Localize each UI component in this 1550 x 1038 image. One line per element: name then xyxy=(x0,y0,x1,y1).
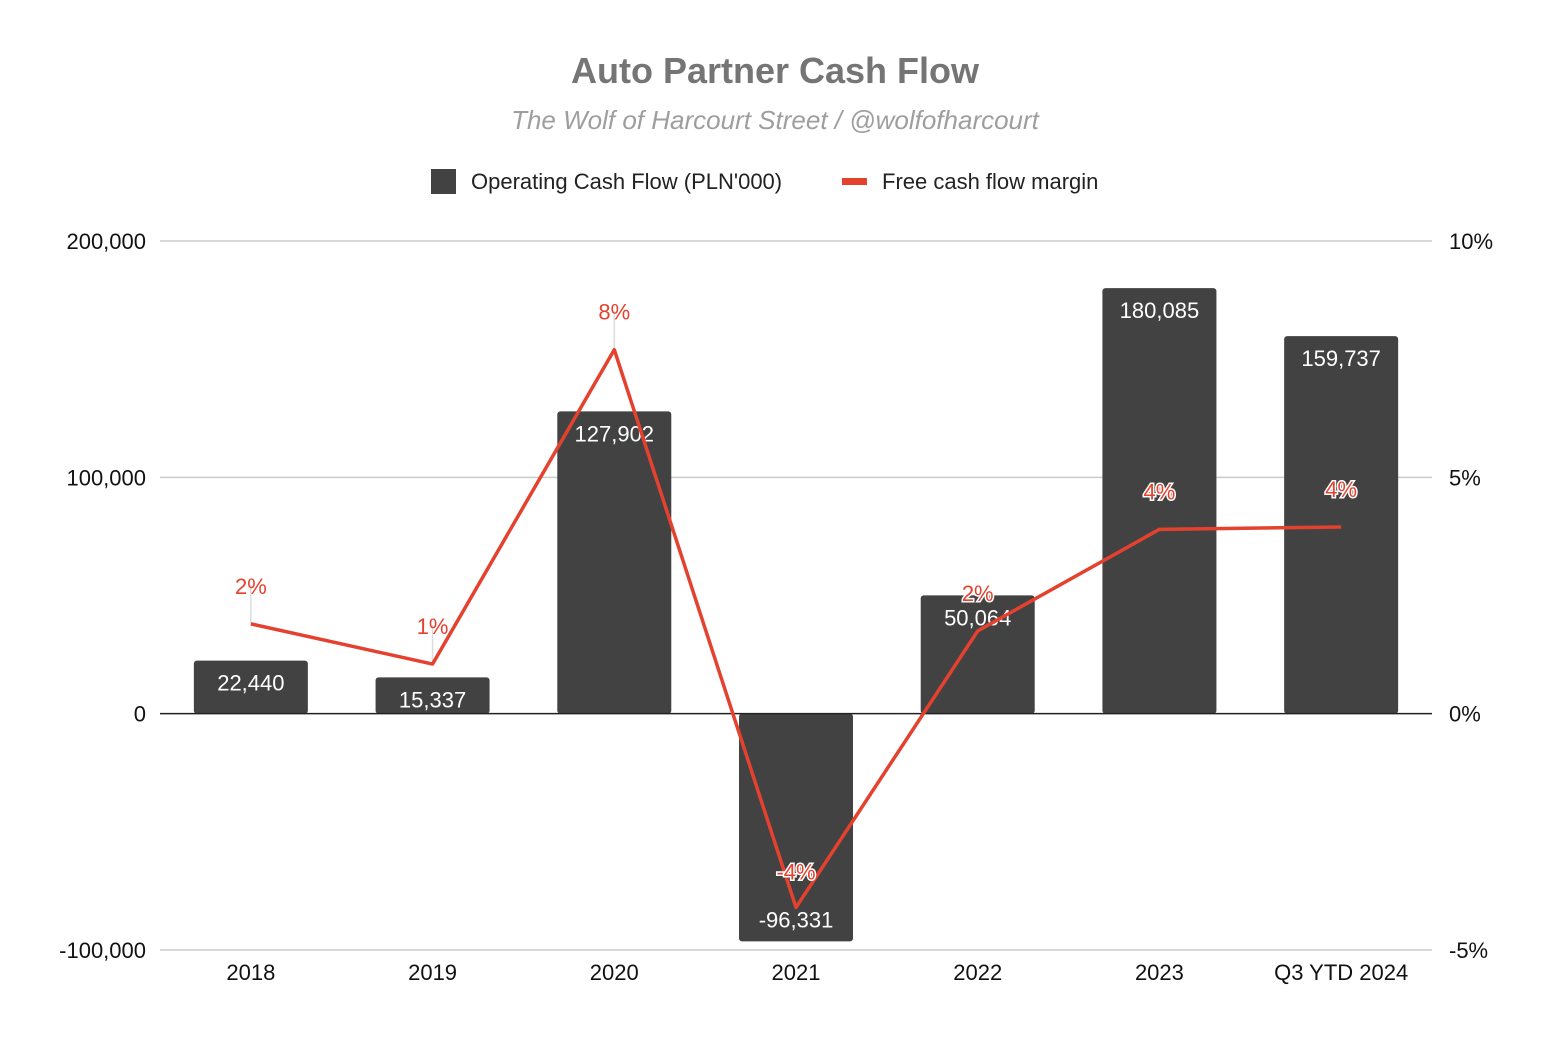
bar-data-label: 180,085 xyxy=(1120,298,1200,323)
left-tick-label: 0 xyxy=(134,702,146,727)
bar-data-label: -96,331 xyxy=(759,907,834,932)
x-tick-label: 2021 xyxy=(772,960,821,985)
x-axis: 2018 2019 2020 2021 2022 2023 Q3 YTD 2024 xyxy=(226,960,1408,985)
right-tick-label: 5% xyxy=(1449,465,1481,490)
right-axis: -5% 0% 5% 10% xyxy=(1449,229,1493,963)
legend-label-bar: Operating Cash Flow (PLN'000) xyxy=(471,169,782,194)
line-data-label: 2% xyxy=(235,574,267,599)
bar-series xyxy=(193,288,1399,942)
left-axis: -100,000 0 100,000 200,000 xyxy=(59,229,146,963)
line-series: 2% 1% 8% -4% 2% 4% 4% xyxy=(235,300,1359,910)
line-data-label: 4% xyxy=(1325,477,1357,502)
bar-labels: 22,44015,337127,902-96,33150,064180,0851… xyxy=(217,298,1381,932)
bar xyxy=(557,411,672,714)
bar-data-label: 22,440 xyxy=(217,671,284,696)
line-data-label: 4% xyxy=(1144,479,1176,504)
right-tick-label: -5% xyxy=(1449,938,1488,963)
bar xyxy=(739,713,853,942)
line-data-label: 2% xyxy=(962,581,994,606)
x-tick-label: 2018 xyxy=(226,960,275,985)
x-tick-label: 2023 xyxy=(1135,960,1184,985)
margin-line xyxy=(250,347,1342,910)
left-tick-label: -100,000 xyxy=(59,938,146,963)
legend-swatch-bar xyxy=(431,169,456,194)
x-tick-label: Q3 YTD 2024 xyxy=(1274,960,1408,985)
x-tick-label: 2022 xyxy=(953,960,1002,985)
right-tick-label: 0% xyxy=(1449,702,1481,727)
x-tick-label: 2019 xyxy=(408,960,457,985)
bar-data-label: 15,337 xyxy=(399,687,466,712)
x-tick-label: 2020 xyxy=(590,960,639,985)
bar xyxy=(920,595,1035,714)
legend-swatch-line xyxy=(842,178,867,185)
bar xyxy=(375,677,490,714)
line-data-label: 8% xyxy=(598,300,630,325)
legend-label-line: Free cash flow margin xyxy=(882,169,1098,194)
chart-subtitle: The Wolf of Harcourt Street / @wolfofhar… xyxy=(511,105,1041,135)
legend: Operating Cash Flow (PLN'000) Free cash … xyxy=(431,169,1098,194)
bar xyxy=(1102,288,1217,714)
left-tick-label: 100,000 xyxy=(66,465,146,490)
chart-title: Auto Partner Cash Flow xyxy=(571,50,980,91)
line-data-label: -4% xyxy=(776,859,815,884)
right-tick-label: 10% xyxy=(1449,229,1493,254)
line-data-label: 1% xyxy=(417,614,449,639)
bar-data-label: 159,737 xyxy=(1301,346,1381,371)
gridlines xyxy=(160,240,1432,951)
bar xyxy=(1284,336,1399,714)
left-tick-label: 200,000 xyxy=(66,229,146,254)
bar xyxy=(193,660,308,714)
